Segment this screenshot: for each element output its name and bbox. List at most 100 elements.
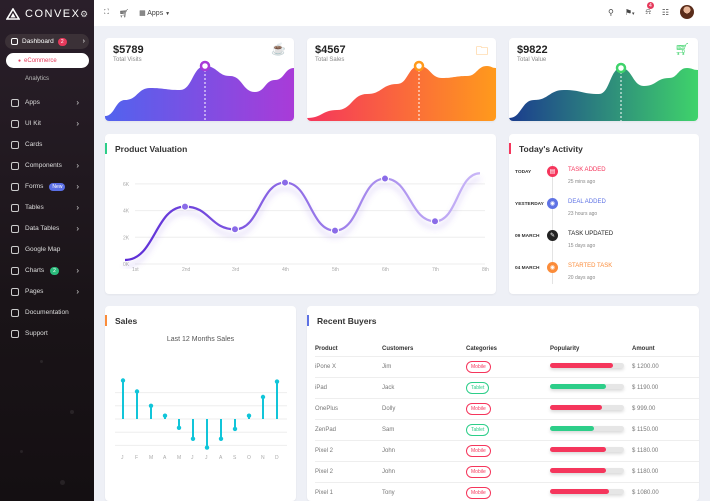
y-tick-label: 4K: [123, 209, 130, 215]
kpi-wave-chart: [105, 60, 294, 121]
table-icon: [11, 203, 19, 212]
activity-item[interactable]: 04 MARCH ◉ STARTED TASK 20 days ago: [509, 261, 699, 281]
kpi-marker-dot[interactable]: [413, 60, 425, 72]
sales-point[interactable]: [232, 426, 238, 432]
sales-point[interactable]: [204, 445, 210, 450]
sidebar-item-apps[interactable]: Apps ›: [0, 92, 94, 113]
sidebar-item-ui-kit[interactable]: UI Kit ›: [0, 113, 94, 134]
product-cell: Pixel 2: [315, 440, 382, 462]
chevron-right-icon: ›: [76, 98, 79, 107]
column-header[interactable]: Product: [315, 342, 382, 357]
sales-point[interactable]: [246, 413, 252, 418]
y-tick-label: 2K: [123, 235, 130, 241]
search-icon[interactable]: ⚲: [607, 7, 614, 17]
sales-point[interactable]: [218, 436, 224, 441]
data-point[interactable]: [231, 225, 239, 234]
customer-cell: John: [382, 440, 466, 462]
bullet-icon: ●: [18, 57, 22, 64]
gear-icon[interactable]: ⚙: [80, 9, 90, 19]
activity-card: Today's Activity TODAY ▤ TASK ADDED 25 mins…: [509, 134, 699, 294]
table-row[interactable]: iPad Jack Tablet $ 1190.00: [315, 377, 699, 399]
table-row[interactable]: Pixel 2 John Mobile $ 1180.00: [315, 440, 699, 462]
product-cell: OnePlus: [315, 398, 382, 420]
product-cell: iPone X: [315, 356, 382, 378]
table-row[interactable]: Pixel 2 John Mobile $ 1180.00: [315, 461, 699, 483]
flag-icon: ⚑: [624, 7, 633, 17]
popularity-cell: [550, 377, 632, 399]
grid-icon: ▦: [139, 10, 146, 17]
apps-menu[interactable]: ▦ Apps ▼: [139, 9, 170, 17]
customer-cell: Jim: [382, 356, 466, 378]
sales-point[interactable]: [190, 436, 196, 441]
kpi-marker-dot[interactable]: [199, 60, 211, 72]
sidebar-item-analytics[interactable]: Analytics: [25, 76, 50, 82]
column-header[interactable]: Amount: [632, 342, 699, 357]
sidebar-item-charts[interactable]: Charts 2 ›: [0, 260, 94, 281]
sidebar-item-support[interactable]: Support: [0, 323, 94, 344]
series-line: [124, 172, 481, 262]
column-header[interactable]: Categories: [466, 342, 550, 357]
brand-logo[interactable]: CONVEX ⚙: [6, 8, 88, 20]
amount-cell: $ 1150.00: [632, 419, 699, 441]
sales-point[interactable]: [176, 425, 182, 430]
flag-menu[interactable]: ⚑▾: [625, 8, 635, 17]
kpi-wave-chart: [509, 62, 698, 121]
kpi-value: $5789: [113, 44, 144, 56]
sidebar-item-pages[interactable]: Pages ›: [0, 281, 94, 302]
sidebar-item-google-map[interactable]: Google Map: [0, 239, 94, 260]
sidebar-item-dashboard[interactable]: Dashboard 2 ›: [5, 34, 89, 49]
fullscreen-icon[interactable]: ⛶: [104, 9, 109, 16]
sales-point[interactable]: [260, 394, 266, 400]
kpi-marker-dot[interactable]: [615, 62, 627, 74]
sales-point[interactable]: [120, 378, 126, 383]
table-row[interactable]: OnePlus Dolly Mobile $ 999.00: [315, 398, 699, 420]
activity-item[interactable]: YESTERDAY ◉ DEAL ADDED 23 hours ago: [509, 197, 699, 217]
data-point[interactable]: [431, 217, 439, 226]
sales-point[interactable]: [134, 389, 140, 394]
doc-icon: [11, 308, 19, 317]
category-cell: Mobile: [466, 482, 550, 501]
activity-date: 04 MARCH: [515, 266, 540, 271]
chevron-down-icon: ▼: [165, 11, 171, 17]
popularity-cell: [550, 398, 632, 420]
card-icon: [11, 140, 19, 149]
sidebar-item-forms[interactable]: Forms New ›: [0, 176, 94, 197]
x-tick-label: 7th: [432, 267, 439, 273]
sidebar-item-label: Data Tables: [25, 225, 60, 232]
sidebar-item-tables[interactable]: Tables ›: [0, 197, 94, 218]
table-row[interactable]: iPone X Jim Mobile $ 1200.00: [315, 356, 699, 378]
month-label: J: [121, 455, 124, 461]
column-header[interactable]: Popularity: [550, 342, 632, 357]
activity-date: TODAY: [515, 170, 532, 175]
data-point[interactable]: [331, 226, 339, 235]
notifications[interactable]: ⍾ 4: [646, 2, 654, 17]
sidebar-item-documentation[interactable]: Documentation: [0, 302, 94, 323]
category-cell: Mobile: [466, 398, 550, 420]
table-row[interactable]: ZenPad Sam Tablet $ 1150.00: [315, 419, 699, 441]
sales-point[interactable]: [148, 403, 154, 408]
sidebar-item-components[interactable]: Components ›: [0, 155, 94, 176]
sidebar-item-data-tables[interactable]: Data Tables ›: [0, 218, 94, 239]
sales-point[interactable]: [274, 379, 280, 384]
popularity-bar: [550, 363, 624, 368]
chart-icon: [11, 266, 19, 275]
data-point[interactable]: [281, 178, 289, 187]
dashboard-badge: 2: [57, 37, 67, 46]
data-point[interactable]: [181, 202, 189, 211]
sales-point[interactable]: [162, 413, 168, 418]
activity-title: TASK UPDATED: [568, 231, 614, 237]
data-point[interactable]: [381, 174, 389, 183]
customer-cell: John: [382, 461, 466, 483]
sliders-icon[interactable]: ☷: [661, 7, 669, 17]
avatar[interactable]: [680, 5, 694, 19]
activity-item[interactable]: TODAY ▤ TASK ADDED 25 mins ago: [509, 165, 699, 185]
category-badge: Mobile: [466, 465, 491, 478]
sidebar-item-ecommerce[interactable]: ● eCommerce: [6, 53, 89, 68]
activity-item[interactable]: 09 MARCH ✎ TASK UPDATED 15 days ago: [509, 229, 699, 249]
sidebar-item-cards[interactable]: Cards: [0, 134, 94, 155]
activity-title: TASK ADDED: [568, 167, 606, 173]
month-label: O: [247, 455, 251, 461]
column-header[interactable]: Customers: [382, 342, 466, 357]
table-row[interactable]: Pixel 1 Tony Mobile $ 1080.00: [315, 482, 699, 501]
cart-icon[interactable]: 🛒︎: [118, 8, 130, 18]
